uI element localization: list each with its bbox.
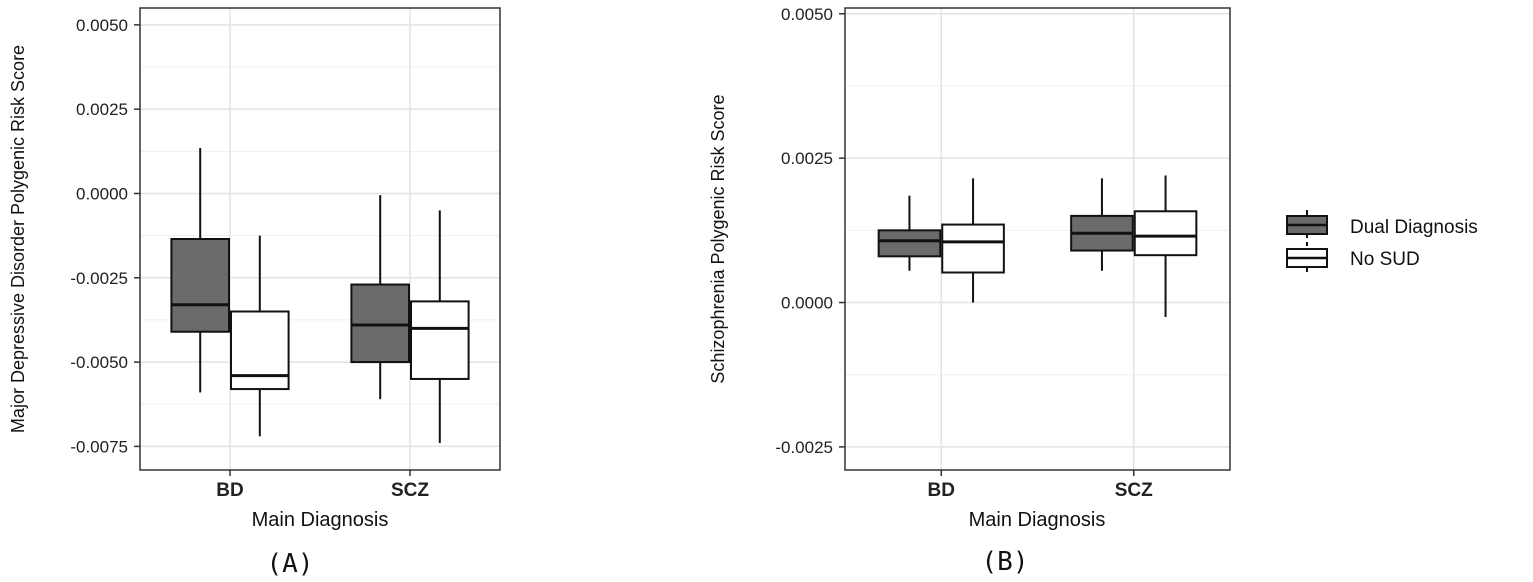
x-tick-label: SCZ [1115, 480, 1153, 501]
box-bd-no-sud [941, 223, 1005, 274]
y-tick-label: -0.0025 [775, 438, 833, 457]
y-tick-label: 0.0000 [76, 184, 128, 203]
chart-b: 0.0050 0.0025 0.0000 -0.0025 BD SCZ Main Diagn… [708, 5, 1231, 577]
box-scz-no-sud [410, 300, 470, 380]
box-bd-dual-diagnosis [877, 229, 942, 258]
y-axis-title: Schizophrenia Polygenic Risk Score [708, 94, 728, 383]
y-tick-label: 0.0050 [76, 16, 128, 35]
y-tick-label: -0.0050 [70, 353, 128, 372]
x-tick-label: SCZ [391, 480, 429, 501]
plot-border [139, 7, 501, 471]
y-tick-label: -0.0075 [70, 437, 128, 456]
x-axis-title: Main Diagnosis [969, 509, 1106, 531]
box-bd-dual-diagnosis [170, 238, 230, 333]
y-tick-label: 0.0050 [781, 5, 833, 24]
box-scz-no-sud [1133, 210, 1198, 257]
x-tick-label: BD [928, 480, 955, 501]
plot-border [844, 7, 1231, 471]
x-axis-title: Main Diagnosis [252, 509, 389, 531]
panel-label: (A) [267, 549, 314, 579]
box-scz-dual-diagnosis [350, 283, 410, 364]
chart-a: 0.0050 0.0025 0.0000 -0.0025 -0.0050 -0.0075 B… [8, 7, 501, 579]
y-axis-title: Major Depressive Disorder Polygenic Risk… [8, 45, 28, 433]
y-tick-label: -0.0025 [70, 269, 128, 288]
legend-label-dual-diagnosis: Dual Diagnosis [1350, 217, 1478, 238]
legend: Dual Diagnosis No SUD [1286, 210, 1478, 272]
panel-label: (B) [982, 547, 1029, 577]
y-tick-label: 0.0000 [781, 294, 833, 313]
y-tick-label: 0.0025 [76, 100, 128, 119]
x-tick-label: BD [216, 480, 243, 501]
y-tick-label: 0.0025 [781, 149, 833, 168]
box-bd-no-sud [230, 310, 290, 391]
legend-label-no-sud: No SUD [1350, 249, 1420, 270]
